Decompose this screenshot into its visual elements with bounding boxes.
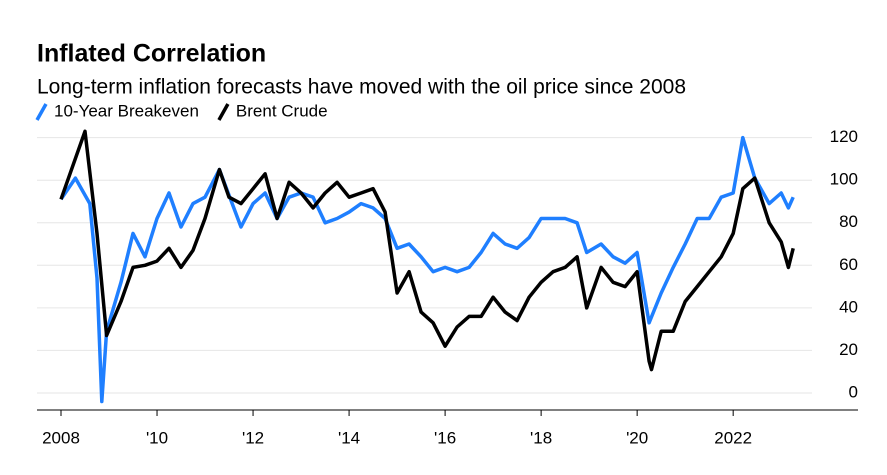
chart-subtitle: Long-term inflation forecasts have moved… bbox=[37, 76, 686, 99]
legend-label: 10-Year Breakeven bbox=[54, 101, 199, 120]
series-line bbox=[59, 129, 795, 372]
x-tick-label: '14 bbox=[338, 428, 360, 447]
y-tick-label: 60 bbox=[839, 255, 858, 274]
x-tick-label: '18 bbox=[530, 428, 552, 447]
legend-swatch bbox=[217, 103, 230, 121]
x-tick-label: '10 bbox=[146, 428, 168, 447]
x-tick-label: 2022 bbox=[714, 428, 752, 447]
x-tick-label: '12 bbox=[242, 428, 264, 447]
y-tick-label: 100 bbox=[830, 170, 858, 189]
y-tick-label: 120 bbox=[830, 127, 858, 146]
y-tick-label: 80 bbox=[839, 212, 858, 231]
y-tick-label: 0 bbox=[849, 382, 858, 401]
x-tick-label: 2008 bbox=[42, 428, 80, 447]
legend-swatch bbox=[35, 103, 48, 121]
legend-label: Brent Crude bbox=[236, 101, 328, 120]
chart-title: Inflated Correlation bbox=[37, 40, 266, 68]
x-tick-label: '16 bbox=[434, 428, 456, 447]
y-tick-label: 40 bbox=[839, 297, 858, 316]
y-tick-label: 20 bbox=[839, 340, 858, 359]
x-tick-label: '20 bbox=[626, 428, 648, 447]
series-line bbox=[59, 135, 795, 404]
